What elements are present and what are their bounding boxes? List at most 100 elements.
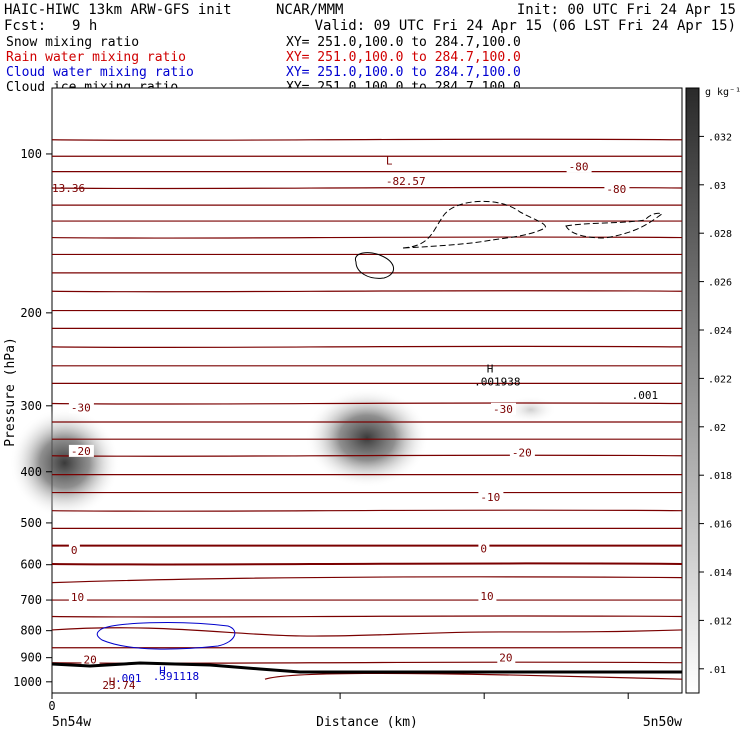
- temperature-contour: [51, 382, 683, 385]
- y-axis-label: Pressure (hPa): [3, 337, 18, 447]
- y-tick-label: 1000: [13, 675, 42, 689]
- y-tick-label: 900: [20, 651, 42, 665]
- annotation-label: 13.36: [52, 182, 85, 195]
- field-xy: XY= 251.0,100.0 to 284.7,100.0: [286, 35, 521, 50]
- y-tick-label: 200: [20, 306, 42, 320]
- shaded-region: [9, 407, 120, 518]
- field-xy: XY= 251.0,100.0 to 284.7,100.0: [286, 50, 521, 65]
- colorbar-tick-label: .022: [708, 374, 732, 385]
- annotation-label: 23.74: [102, 679, 135, 692]
- contour-label-bg: [81, 653, 100, 666]
- temperature-contour: [51, 576, 683, 584]
- temperature-contour: [51, 220, 683, 223]
- contour-labels: -80 -80 -82.57 -30 -30 -20 -20 -10 0 0 10 10 20 20 L 13…: [52, 155, 658, 692]
- contour-label: 0: [480, 543, 487, 556]
- colorbar-tick-label: .026: [708, 278, 732, 289]
- field-name: Cloud water mixing ratio: [6, 65, 194, 80]
- field-legend: Snow mixing ratio XY= 251.0,100.0 to 284.…: [6, 35, 521, 95]
- y-tick-label: 800: [20, 624, 42, 638]
- temperature-contour: [51, 562, 683, 566]
- contour-label-bg: [566, 160, 592, 173]
- shaded-region: [305, 387, 429, 488]
- contour-label-bg: [491, 402, 516, 415]
- temperature-contour: [51, 420, 683, 424]
- colorbar-tick-label: .02: [708, 423, 726, 434]
- contour-label-bg: [68, 591, 87, 604]
- contour-label-bg: [383, 174, 430, 187]
- contour-label-bg: [604, 182, 630, 195]
- temperature-contour: [51, 327, 683, 330]
- contour-label: -10: [480, 491, 500, 504]
- field-name: Rain water mixing ratio: [6, 50, 186, 65]
- temperature-contour: [51, 527, 683, 530]
- cloud-ice-contour: [402, 200, 546, 249]
- temperature-contour: [51, 309, 683, 312]
- contour-label: 10: [480, 590, 493, 603]
- fcst-label: Fcst:: [4, 18, 46, 34]
- contour-label: -82.57: [386, 175, 426, 188]
- y-tick-label: 400: [20, 465, 42, 479]
- temperature-contour: [51, 186, 683, 190]
- temperature-contour: [51, 509, 683, 512]
- colorbar-tick-label: .014: [708, 568, 732, 579]
- plot-area: -80 -80 -82.57 -30 -30 -20 -20 -10 0 0 10 10 20 20 L 13…: [9, 87, 683, 694]
- colorbar-tick-label: .024: [708, 326, 732, 337]
- colorbar-tick-label: .018: [708, 471, 732, 482]
- contour-label: 0: [71, 544, 78, 557]
- y-tick-label: 700: [20, 593, 42, 607]
- y-axis: 100 200 300 400 500 600 700 800 900 1000: [13, 147, 52, 689]
- contour-label-bg: [509, 446, 535, 459]
- contour-label-bg: [478, 590, 497, 603]
- colorbar-tick-label: .03: [708, 181, 726, 192]
- temperature-contour: [51, 473, 683, 476]
- contour-label-bg: [497, 651, 516, 664]
- annotation-label: .391118: [153, 670, 199, 683]
- temperature-contour: [51, 204, 683, 207]
- x-axis: [51, 693, 629, 699]
- annotation-label: .001938: [474, 376, 520, 389]
- contour-label: -20: [512, 447, 532, 460]
- y-tick-label: 300: [20, 399, 42, 413]
- x-axis-label: Distance (km): [316, 715, 418, 730]
- temperature-contour: [51, 438, 683, 441]
- colorbar-unit: g kg⁻¹: [705, 87, 740, 98]
- title-left: HAIC-HIWC 13km ARW-GFS init: [4, 2, 232, 18]
- temperature-contour: [51, 236, 683, 239]
- colorbar-tick-label: .032: [708, 132, 732, 143]
- colorbar-tick-label: .01: [708, 665, 726, 676]
- contour-label: -30: [71, 401, 91, 414]
- annotation-label: H: [159, 665, 166, 678]
- temperature-contour: [51, 290, 683, 293]
- contour-label: 20: [84, 654, 97, 667]
- valid-label: Valid: 09 UTC Fri 24 Apr 15 (06 LST Fri …: [315, 18, 736, 34]
- colorbar: .01 .012 .014 .016 .018 .02 .022 .024 .026 .028 .0…: [685, 87, 740, 694]
- temperature-contours: [51, 138, 683, 680]
- fcst-value: 9 h: [72, 18, 97, 34]
- field-xy: XY= 251.0,100.0 to 284.7,100.0: [286, 65, 521, 80]
- temperature-contour: [51, 364, 683, 367]
- temperature-contour: [51, 454, 683, 457]
- annotation-label: H: [109, 675, 116, 688]
- x-start-label: 5n54w: [52, 715, 91, 730]
- cloud-water-contour: [96, 622, 236, 650]
- temperature-contour: [51, 402, 683, 405]
- y-tick-label: 100: [20, 147, 42, 161]
- snow-contour: [354, 252, 394, 279]
- contour-label: -80: [606, 183, 626, 196]
- init-label: Init: 00 UTC Fri 24 Apr 15: [517, 2, 736, 18]
- temperature-contour: [51, 599, 683, 602]
- temperature-contour: [51, 544, 683, 548]
- field-name: Snow mixing ratio: [6, 35, 139, 50]
- temperature-contour: [51, 138, 683, 141]
- temperature-contour: [51, 646, 683, 649]
- temperature-contour: [51, 253, 683, 256]
- cloud-ice-contour: [565, 212, 663, 239]
- temperature-contour: [51, 615, 683, 618]
- colorbar-tick-label: .012: [708, 616, 732, 627]
- annotation-label: L: [386, 155, 393, 168]
- annotation-label: .001: [632, 389, 659, 402]
- contour-label-bg: [478, 542, 490, 555]
- y-tick-label: 600: [20, 558, 42, 572]
- temperature-contour: [51, 155, 683, 158]
